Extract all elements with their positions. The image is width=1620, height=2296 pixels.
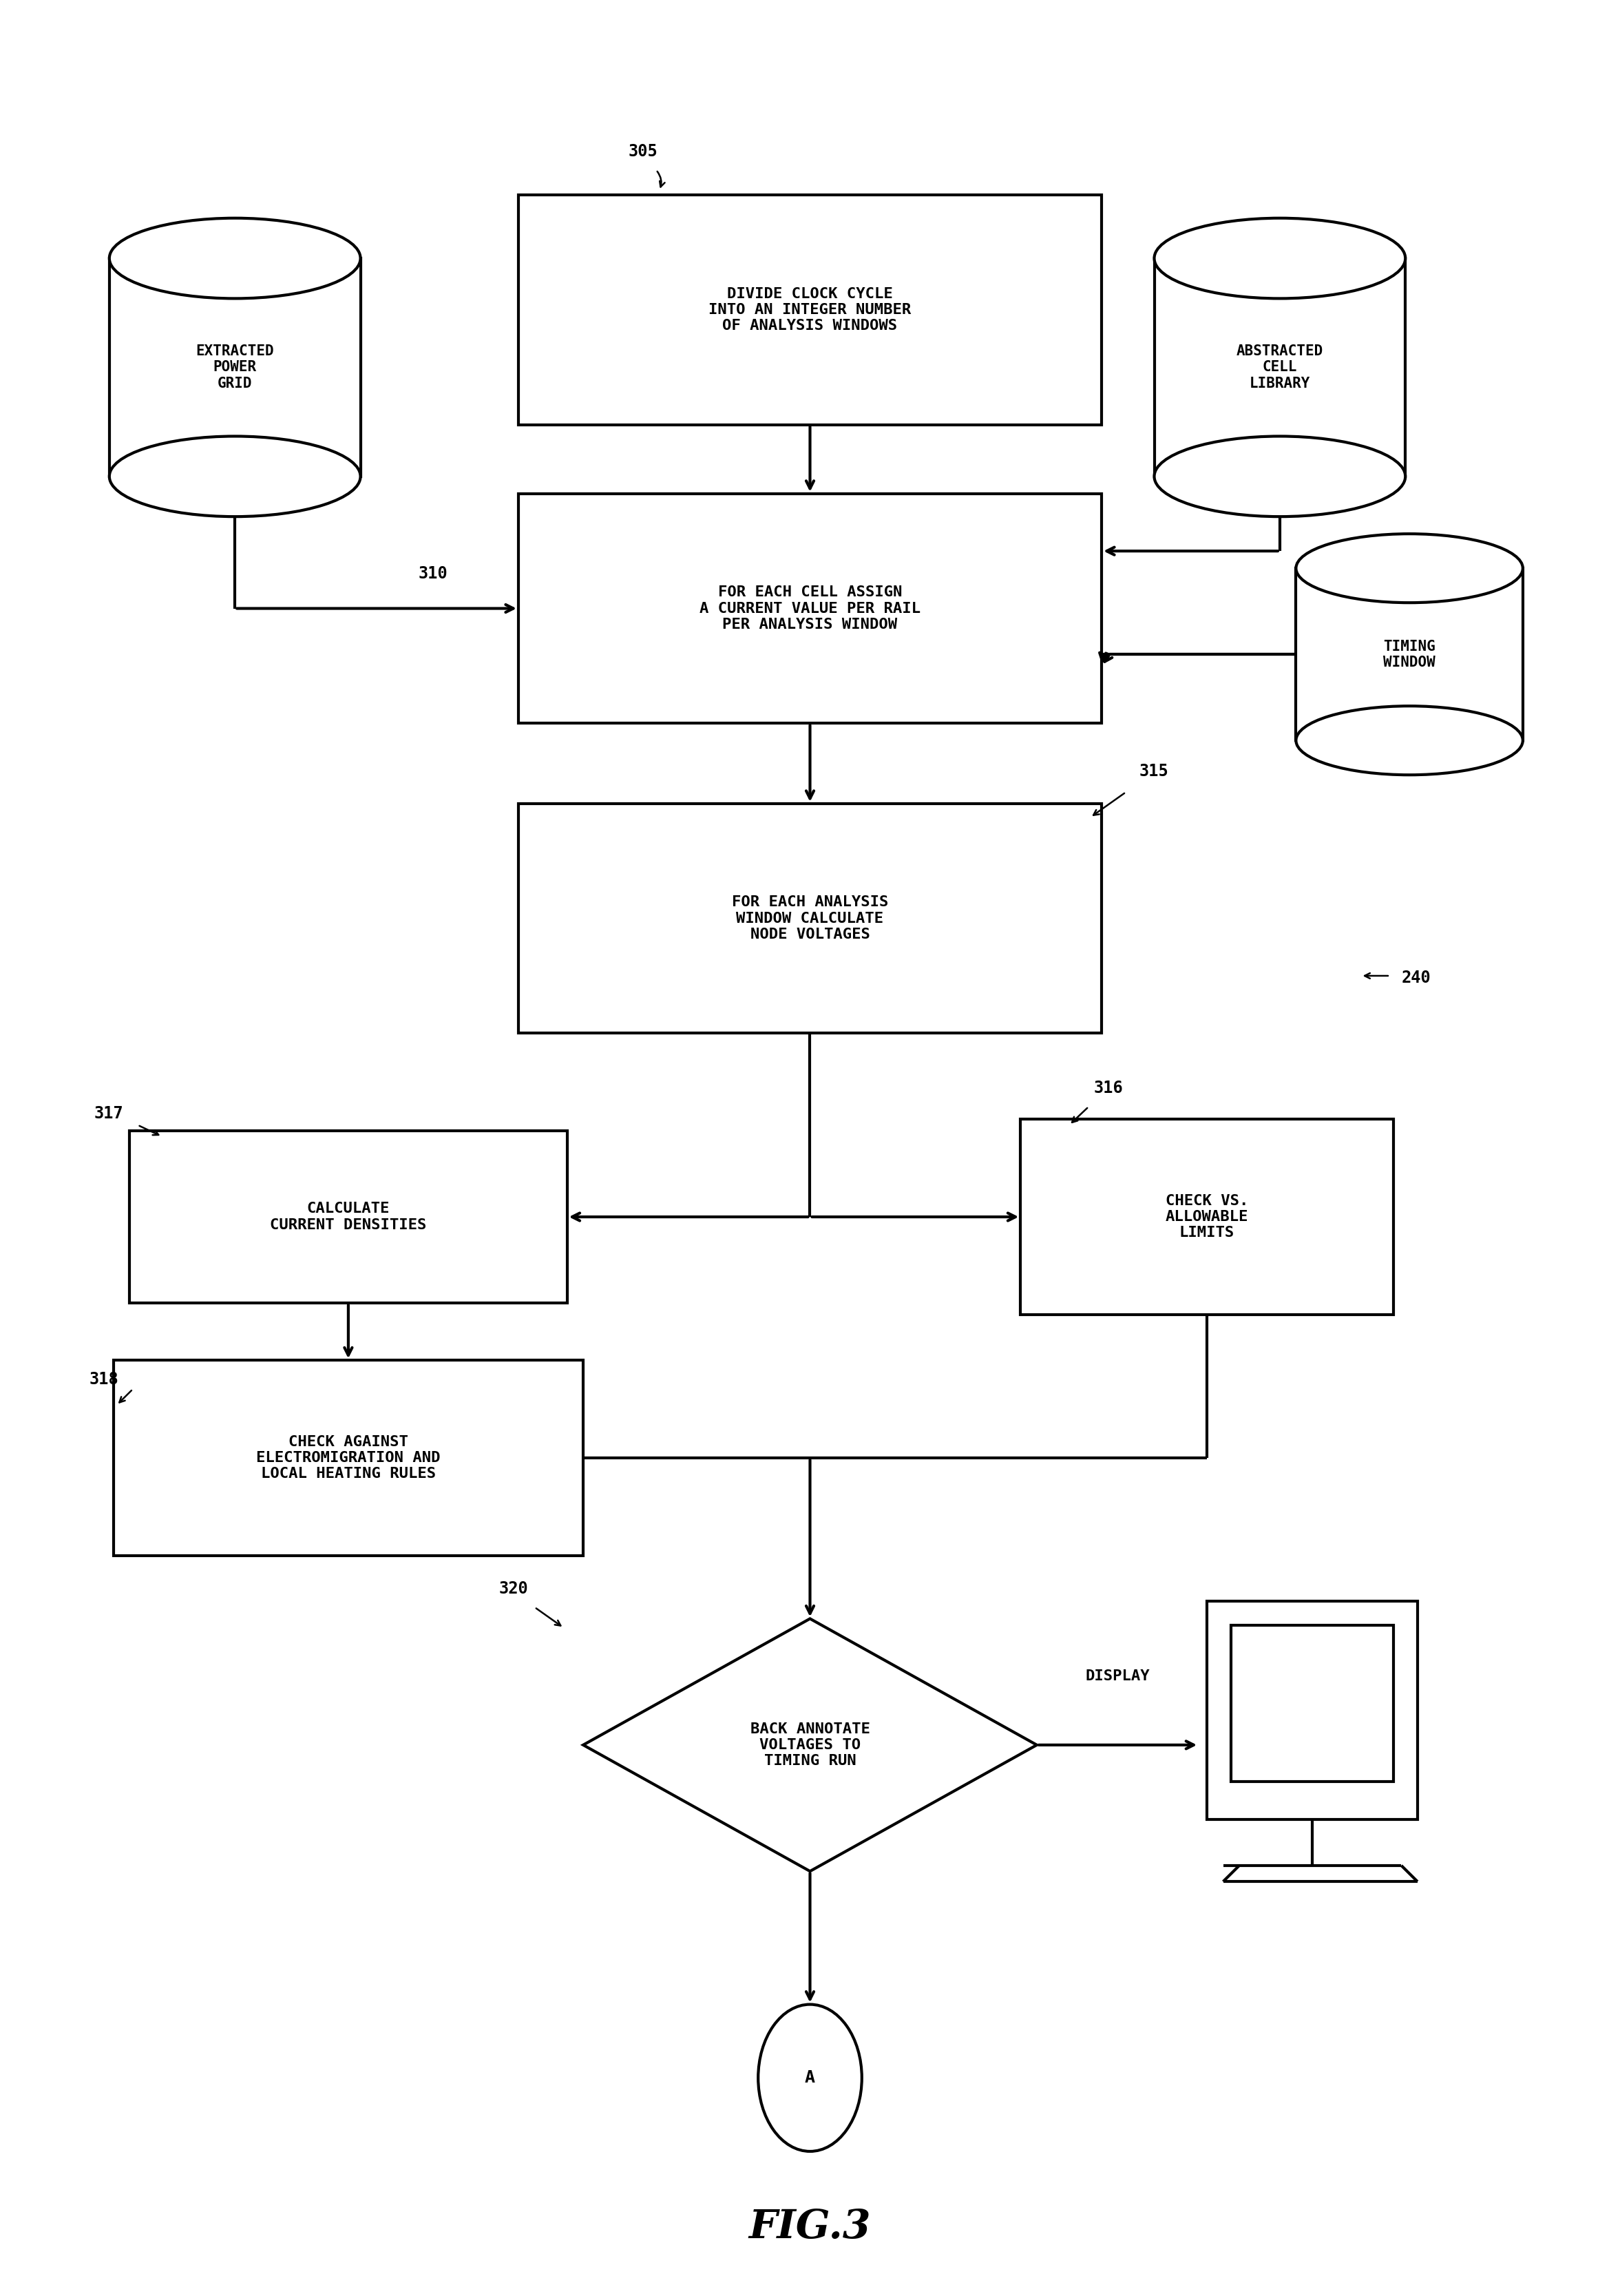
Text: ABSTRACTED
CELL
LIBRARY: ABSTRACTED CELL LIBRARY xyxy=(1236,344,1324,390)
FancyArrowPatch shape xyxy=(1094,792,1124,815)
Text: CHECK VS.
ALLOWABLE
LIMITS: CHECK VS. ALLOWABLE LIMITS xyxy=(1165,1194,1249,1240)
Text: 316: 316 xyxy=(1094,1079,1123,1095)
Polygon shape xyxy=(583,1619,1037,1871)
Ellipse shape xyxy=(109,218,360,298)
FancyBboxPatch shape xyxy=(1021,1120,1393,1313)
FancyArrowPatch shape xyxy=(536,1607,561,1626)
Ellipse shape xyxy=(1296,535,1523,604)
FancyArrowPatch shape xyxy=(1364,974,1388,978)
Text: DIVIDE CLOCK CYCLE
INTO AN INTEGER NUMBER
OF ANALYSIS WINDOWS: DIVIDE CLOCK CYCLE INTO AN INTEGER NUMBE… xyxy=(708,287,912,333)
Text: A: A xyxy=(805,2069,815,2087)
FancyBboxPatch shape xyxy=(518,804,1102,1033)
Bar xyxy=(109,259,360,478)
FancyArrowPatch shape xyxy=(1072,1109,1087,1123)
Bar xyxy=(1153,259,1405,478)
FancyBboxPatch shape xyxy=(518,494,1102,723)
Text: 320: 320 xyxy=(499,1580,528,1596)
Text: FOR EACH ANALYSIS
WINDOW CALCULATE
NODE VOLTAGES: FOR EACH ANALYSIS WINDOW CALCULATE NODE … xyxy=(732,895,888,941)
Text: FOR EACH CELL ASSIGN
A CURRENT VALUE PER RAIL
PER ANALYSIS WINDOW: FOR EACH CELL ASSIGN A CURRENT VALUE PER… xyxy=(700,585,920,631)
Text: CALCULATE
CURRENT DENSITIES: CALCULATE CURRENT DENSITIES xyxy=(271,1203,426,1231)
FancyArrowPatch shape xyxy=(139,1125,159,1134)
Ellipse shape xyxy=(1153,218,1405,298)
Text: EXTRACTED
POWER
GRID: EXTRACTED POWER GRID xyxy=(196,344,274,390)
Text: 310: 310 xyxy=(418,565,447,581)
Text: 318: 318 xyxy=(89,1371,118,1387)
Text: 305: 305 xyxy=(629,142,658,158)
Circle shape xyxy=(758,2004,862,2151)
FancyArrowPatch shape xyxy=(120,1391,131,1403)
FancyBboxPatch shape xyxy=(1207,1603,1418,1818)
FancyBboxPatch shape xyxy=(113,1359,583,1557)
Text: DISPLAY: DISPLAY xyxy=(1085,1669,1150,1683)
Text: 317: 317 xyxy=(94,1104,123,1120)
Ellipse shape xyxy=(1296,707,1523,776)
FancyBboxPatch shape xyxy=(1231,1626,1393,1782)
Ellipse shape xyxy=(1153,436,1405,517)
FancyArrowPatch shape xyxy=(658,172,664,186)
Text: CHECK AGAINST
ELECTROMIGRATION AND
LOCAL HEATING RULES: CHECK AGAINST ELECTROMIGRATION AND LOCAL… xyxy=(256,1435,441,1481)
Text: FIG.3: FIG.3 xyxy=(748,2209,872,2245)
Text: 240: 240 xyxy=(1401,969,1430,985)
Text: TIMING
WINDOW: TIMING WINDOW xyxy=(1383,641,1435,668)
Ellipse shape xyxy=(109,436,360,517)
Text: BACK ANNOTATE
VOLTAGES TO
TIMING RUN: BACK ANNOTATE VOLTAGES TO TIMING RUN xyxy=(750,1722,870,1768)
Bar xyxy=(1296,569,1523,742)
FancyBboxPatch shape xyxy=(130,1132,567,1304)
FancyBboxPatch shape xyxy=(518,195,1102,425)
Text: 315: 315 xyxy=(1139,762,1168,778)
